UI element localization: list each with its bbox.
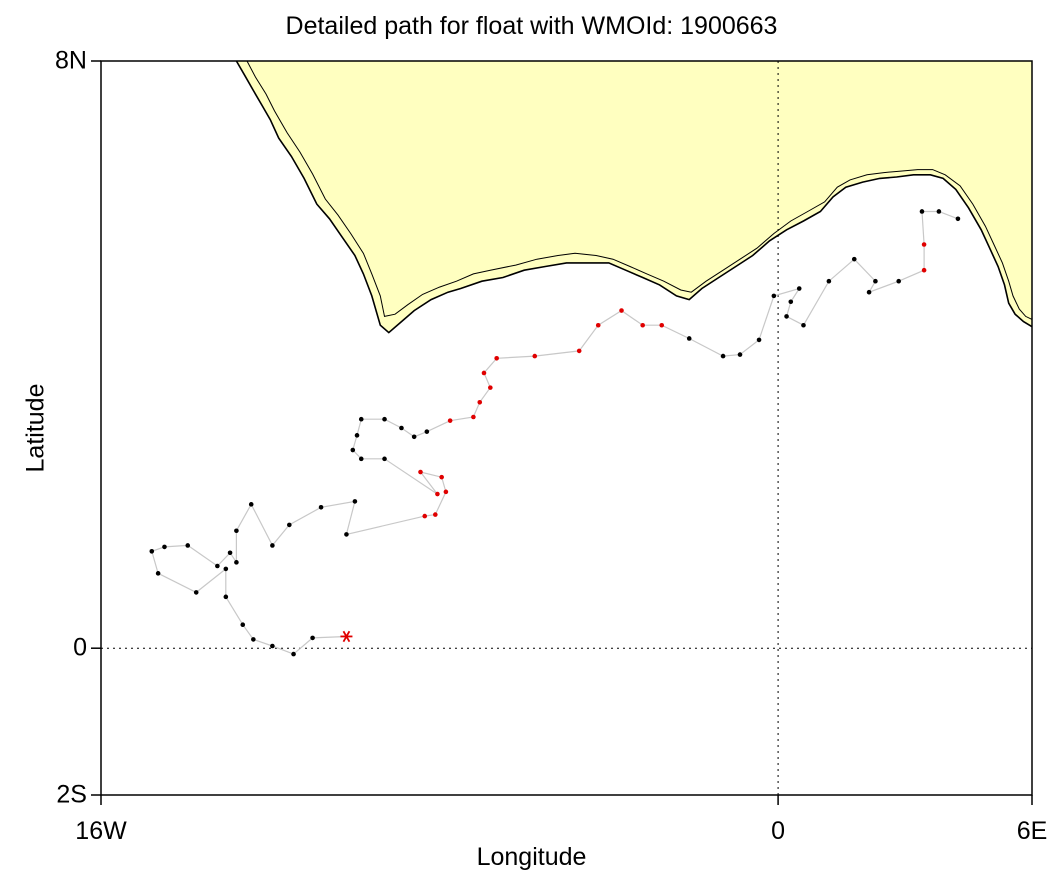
track-point	[896, 278, 901, 284]
track-point-highlight	[481, 370, 487, 376]
coastline	[235, 61, 1032, 334]
x-tick-label: 16W	[75, 817, 127, 845]
track-point	[215, 563, 220, 569]
axis-tick-marks	[91, 60, 1033, 805]
track-point	[784, 314, 789, 319]
coastline-inner	[246, 61, 1032, 320]
track-point	[251, 637, 256, 642]
track-point	[227, 550, 233, 556]
track-point	[771, 293, 777, 299]
y-tick-label: 2S	[56, 780, 87, 809]
track-point	[851, 256, 857, 262]
track-point	[162, 544, 167, 550]
track-point-highlight	[532, 353, 538, 359]
track-point-highlight	[433, 512, 438, 517]
track-point	[737, 352, 743, 357]
track-point	[354, 433, 360, 438]
track-point-highlight	[640, 322, 645, 328]
track-point-highlight	[447, 418, 453, 423]
track-point	[358, 416, 364, 422]
track-point-highlight	[921, 267, 927, 273]
track-point	[955, 216, 961, 222]
track-point-highlight	[595, 322, 601, 328]
land-area	[236, 61, 1032, 333]
track-point	[756, 337, 762, 343]
track-point	[155, 571, 161, 576]
track-point-highlight	[418, 469, 423, 475]
track-point	[223, 566, 229, 572]
y-axis-label: Latitude	[21, 383, 50, 473]
track-point	[318, 504, 324, 510]
float-track-line	[151, 210, 959, 655]
track-point	[686, 336, 692, 341]
track-point-highlight	[576, 348, 582, 354]
track-point	[350, 447, 356, 453]
track-point	[234, 528, 239, 534]
track-point-highlight	[443, 489, 449, 495]
deployment-marker-stroke	[342, 630, 351, 643]
track-point	[382, 416, 387, 422]
track-point-highlight	[439, 474, 444, 480]
track-point	[358, 456, 364, 462]
track-point-highlight	[494, 355, 499, 361]
track-point	[826, 278, 832, 284]
track-point	[270, 543, 275, 548]
track-point	[193, 590, 199, 595]
track-point	[352, 499, 358, 504]
track-point	[411, 434, 417, 440]
x-axis-label: Longitude	[476, 843, 587, 871]
track-points	[149, 209, 961, 657]
y-tick-label: 8N	[55, 46, 87, 75]
track-point	[936, 209, 942, 214]
track-point	[310, 635, 315, 641]
x-tick-label: 6E	[1016, 817, 1048, 845]
deployment-marker-icon	[340, 630, 353, 643]
plot-frame	[100, 60, 1033, 796]
track-point	[788, 299, 794, 305]
track-point	[796, 286, 802, 291]
track-point	[185, 543, 191, 548]
track-point	[240, 622, 246, 628]
track-point-highlight	[488, 385, 493, 390]
track-point	[248, 502, 254, 507]
y-tick-label: 0	[73, 633, 87, 662]
track-point	[866, 289, 872, 295]
track-point-highlight	[921, 242, 927, 247]
track-point	[424, 429, 430, 434]
track-point	[291, 651, 296, 657]
track-point	[720, 353, 726, 359]
track-point	[223, 594, 229, 600]
track-point-highlight	[619, 308, 624, 313]
track-point	[270, 643, 275, 649]
chart-title: Detailed path for float with WMOId: 1900…	[285, 12, 778, 40]
track-point	[382, 456, 387, 462]
track-point-highlight	[422, 513, 428, 519]
track-point	[287, 522, 292, 528]
track-point	[149, 549, 155, 554]
track-point	[234, 560, 239, 565]
track-point-highlight	[471, 414, 476, 420]
track-point	[801, 322, 806, 328]
track-point	[919, 209, 925, 214]
track-point	[344, 532, 349, 537]
track-point-highlight	[659, 322, 665, 328]
track-point	[399, 425, 404, 431]
track-point-highlight	[477, 400, 483, 405]
track-point-highlight	[435, 491, 440, 497]
x-tick-label: 0	[771, 817, 786, 845]
track-point	[873, 278, 878, 284]
